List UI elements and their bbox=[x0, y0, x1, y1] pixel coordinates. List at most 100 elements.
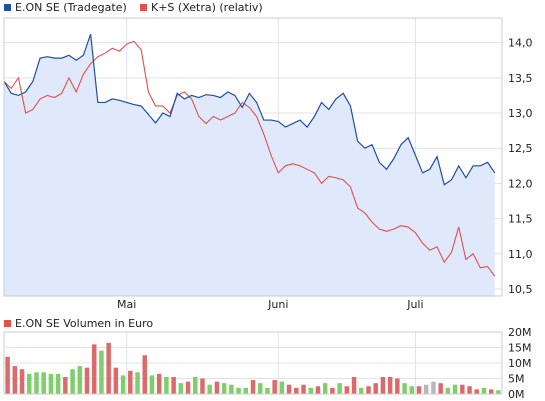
x-tick-label: Juli bbox=[406, 298, 423, 311]
volume-bar bbox=[416, 386, 422, 394]
volume-bar bbox=[452, 384, 458, 394]
volume-bar bbox=[19, 369, 25, 394]
y-tick-label: 13,5 bbox=[508, 72, 533, 85]
plot-border bbox=[3, 17, 503, 297]
volume-bar bbox=[113, 367, 119, 394]
price-plot: 14,0 13,5 13,0 12,5 12,0 11,5 11,0 10,5 Mai Juni J… bbox=[3, 17, 533, 311]
volume-bar bbox=[387, 376, 393, 394]
volume-plot: 20M 15M 10M 5M 0M bbox=[3, 326, 532, 401]
volume-bar bbox=[214, 381, 220, 394]
volume-bar bbox=[373, 383, 378, 394]
volume-bar bbox=[5, 356, 10, 394]
volume-y-tick-label: 5M bbox=[508, 373, 525, 386]
y-tick-label: 12,5 bbox=[508, 142, 533, 155]
volume-bar bbox=[330, 387, 335, 394]
y-tick-label: 11,0 bbox=[508, 248, 533, 261]
volume-bar bbox=[120, 375, 126, 394]
volume-bar bbox=[164, 376, 169, 394]
legend-label-volume: E.ON SE Volumen in Euro bbox=[15, 317, 153, 330]
volume-bar bbox=[402, 383, 407, 394]
volume-bar bbox=[55, 373, 61, 394]
volume-y-tick-label: 10M bbox=[508, 357, 532, 370]
volume-bar bbox=[272, 380, 277, 394]
volume-bar bbox=[106, 342, 111, 394]
volume-bar bbox=[496, 390, 501, 394]
volume-bar bbox=[193, 376, 198, 394]
volume-bar bbox=[380, 376, 386, 394]
y-tick-label: 12,0 bbox=[508, 177, 533, 190]
volume-bar bbox=[279, 381, 285, 394]
volume-bar bbox=[344, 386, 350, 394]
legend-swatch-ks bbox=[140, 4, 147, 11]
eon-series-line bbox=[3, 33, 496, 186]
volume-bar bbox=[128, 370, 133, 394]
volume-y-tick-label: 20M bbox=[508, 326, 532, 339]
volume-bar bbox=[91, 344, 97, 394]
y-tick-label: 10,5 bbox=[508, 283, 533, 296]
y-tick-label: 11,5 bbox=[508, 213, 533, 226]
volume-bar bbox=[460, 384, 465, 394]
volume-bar bbox=[27, 373, 32, 394]
volume-bar bbox=[481, 387, 487, 394]
volume-bar bbox=[63, 376, 68, 394]
volume-bar bbox=[337, 383, 342, 394]
volume-bar bbox=[351, 376, 357, 394]
volume-bar bbox=[409, 386, 415, 394]
volume-bar bbox=[474, 389, 479, 394]
volume-bar bbox=[438, 383, 443, 394]
volume-border bbox=[3, 331, 503, 395]
volume-bar bbox=[294, 387, 299, 394]
volume-bar bbox=[308, 387, 313, 394]
legend-label-ks: K+S (Xetra) (relativ) bbox=[151, 1, 263, 14]
volume-bar bbox=[286, 384, 292, 394]
volume-bar bbox=[243, 387, 249, 394]
volume-bar bbox=[34, 372, 39, 394]
volume-bar bbox=[359, 387, 364, 394]
volume-bar bbox=[84, 367, 90, 394]
volume-bar bbox=[135, 372, 140, 394]
volume-bar bbox=[178, 383, 184, 394]
volume-bar bbox=[142, 355, 147, 394]
volume-bar bbox=[200, 378, 205, 394]
volume-bar bbox=[156, 373, 162, 394]
volume-y-tick-label: 15M bbox=[508, 342, 532, 355]
legend-label-eon: E.ON SE (Tradegate) bbox=[15, 1, 127, 14]
volume-bar bbox=[185, 381, 191, 394]
eon-area bbox=[4, 34, 495, 296]
volume-bar bbox=[229, 384, 234, 394]
volume-bar bbox=[257, 383, 263, 394]
volume-bar bbox=[423, 384, 429, 394]
volume-bar bbox=[467, 386, 472, 394]
volume-bar bbox=[48, 373, 54, 394]
volume-bar bbox=[236, 387, 241, 394]
volume-bar bbox=[265, 387, 270, 394]
volume-bar bbox=[221, 383, 227, 394]
volume-bar bbox=[366, 386, 371, 394]
volume-bar bbox=[207, 384, 212, 394]
volume-bar bbox=[301, 384, 306, 394]
volume-bar bbox=[395, 378, 400, 394]
legend-swatch-volume bbox=[4, 320, 11, 327]
volume-y-tick-label: 0M bbox=[508, 388, 525, 401]
ks-series-line bbox=[3, 40, 496, 277]
x-tick-label: Juni bbox=[267, 298, 288, 311]
volume-bar bbox=[171, 376, 176, 394]
volume-bar bbox=[77, 366, 83, 394]
legend-swatch-eon bbox=[4, 4, 11, 11]
volume-bar bbox=[149, 375, 155, 394]
x-tick-label: Mai bbox=[117, 298, 136, 311]
volume-bar bbox=[70, 369, 75, 394]
volume-bar bbox=[431, 381, 436, 394]
volume-bar bbox=[41, 372, 46, 394]
volume-bar bbox=[445, 387, 451, 394]
y-tick-label: 14,0 bbox=[508, 37, 533, 50]
volume-bar bbox=[250, 380, 256, 394]
volume-bar bbox=[315, 386, 321, 394]
volume-bar bbox=[12, 366, 18, 394]
volume-bar bbox=[322, 383, 328, 394]
volume-bar bbox=[99, 350, 104, 394]
volume-bar bbox=[488, 389, 494, 394]
y-tick-label: 13,0 bbox=[508, 107, 533, 120]
